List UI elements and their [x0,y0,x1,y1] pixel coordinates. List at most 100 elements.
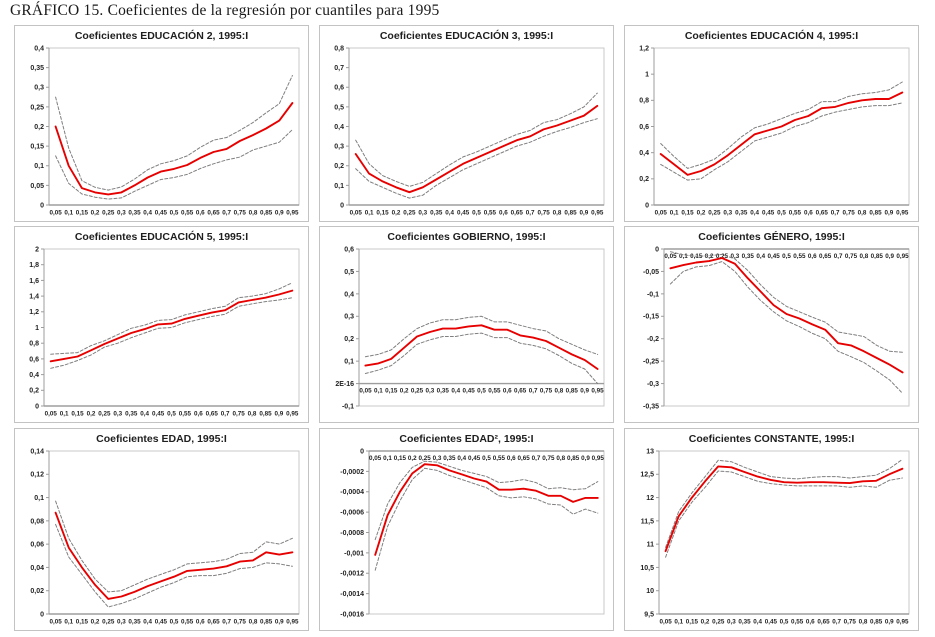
x-tick-label: 0,6 [194,411,203,418]
y-tick-label: -0,0016 [340,611,364,618]
x-tick-label: 0,5 [472,210,481,217]
chart-title: Coeficientes GÉNERO, 1995:I [698,230,845,243]
y-tick-label: 0 [645,202,649,209]
x-tick-label: 0,7 [532,455,541,462]
x-tick-label: 0,5 [170,619,179,626]
x-tick-label: 0,05 [655,210,668,217]
x-tick-label: 0,3 [426,388,435,395]
series-banda-superior [55,75,293,191]
x-tick-label: 0,35 [128,619,141,626]
x-tick-label: 0,5 [477,388,486,395]
plot-border [48,47,300,206]
x-tick-label: 0,75 [540,388,553,395]
x-tick-label: 0,85 [260,619,273,626]
x-tick-label: 0,75 [232,411,245,418]
y-tick-label: 0,4 [334,124,344,131]
x-tick-label: 0,5 [782,253,791,260]
x-tick-label: 0,55 [484,210,497,217]
x-tick-label: 0,7 [834,253,843,260]
plot-border [358,248,605,407]
y-tick-label: 0 [360,448,364,455]
y-tick-label: 0,6 [334,85,344,92]
y-tick-label: 0,2 [29,388,39,395]
x-tick-label: 0,1 [60,411,69,418]
x-tick-label: 0,3 [117,210,126,217]
y-tick-label: 0 [40,202,44,209]
x-tick-label: 0,55 [179,411,192,418]
x-tick-label: 0,85 [259,411,272,418]
x-tick-label: 0,4 [451,388,460,395]
x-tick-label: 0,35 [738,619,751,626]
x-tick-label: 0,25 [102,210,115,217]
series-coeficiente [49,289,294,363]
y-tick-label: -0,0006 [340,510,364,517]
y-tick-label: 0,05 [30,183,44,190]
x-tick-label: 0,25 [98,411,111,418]
x-tick-label: 0,65 [517,455,530,462]
x-tick-label: 0,65 [816,210,829,217]
x-tick-label: 0,2 [392,210,401,217]
chart-title: Coeficientes EDAD, 1995:I [96,433,227,445]
chart-title: Coeficientes EDUCACIÓN 3, 1995:I [380,29,553,42]
series-banda-superior [50,282,293,355]
x-tick-label: 0,45 [762,210,775,217]
y-tick-label: 10 [646,588,654,595]
x-tick-label: 0,2 [408,455,417,462]
x-tick-label: 0,75 [845,253,858,260]
x-tick-label: 0,4 [756,253,765,260]
y-tick-label: 0 [655,246,659,253]
x-tick-label: 0,15 [681,210,694,217]
x-tick-label: 0,4 [143,619,152,626]
x-tick-label: 0,9 [579,210,588,217]
x-tick-label: 0,6 [804,210,813,217]
x-tick-label: 0,3 [723,210,732,217]
x-tick-label: 0,9 [885,619,894,626]
y-tick-label: 0,3 [334,144,344,151]
plot-border [663,248,910,407]
chart-panel-edad-cuadrado: Coeficientes EDAD², 1995:I -0,0016 -0,0014… [319,428,614,631]
chart-canvas-educacion-4: Coeficientes EDUCACIÓN 4, 1995:I00,20,40… [639,29,910,217]
x-tick-label: 0,35 [742,253,755,260]
x-tick-label: 0,85 [260,210,273,217]
x-tick-label: 0,1 [374,388,383,395]
series-coeficiente [659,91,904,176]
series-banda-inferior [55,129,293,200]
series-banda-inferior [55,523,293,608]
series-banda-superior [374,460,599,541]
x-tick-label: 0,9 [581,455,590,462]
y-tick-label: -0,001 [344,550,364,557]
series-coeficiente [54,511,294,600]
x-tick-label: 0,4 [457,455,466,462]
x-tick-label: 0,7 [222,210,231,217]
x-tick-label: 0,9 [884,210,893,217]
x-tick-label: 0,05 [659,619,672,626]
y-tick-label: 1,2 [639,45,649,52]
x-tick-label: 0,8 [249,619,258,626]
x-tick-label: 0,75 [842,210,855,217]
x-tick-label: 0,15 [385,388,398,395]
x-tick-label: 0,3 [113,411,122,418]
y-tick-label: 2 [35,246,39,253]
y-tick-label: 0,2 [639,176,649,183]
x-tick-label: 0,7 [221,411,230,418]
y-tick-label: 0,08 [30,518,44,525]
x-tick-label: 0,65 [206,411,219,418]
y-tick-label: 0,1 [334,183,344,190]
x-tick-label: 0,65 [511,210,524,217]
y-tick-label: 0,5 [344,269,354,276]
x-tick-label: 0,05 [45,411,58,418]
y-tick-label: 1,8 [29,262,39,269]
x-tick-label: 0,65 [207,210,220,217]
x-tick-label: 0,9 [275,619,284,626]
x-tick-label: 0,2 [91,210,100,217]
x-tick-label: 0,8 [859,253,868,260]
x-tick-label: 0,6 [806,619,815,626]
y-tick-label: 0,2 [34,124,44,131]
y-tick-label: -0,05 [643,269,659,276]
x-tick-label: 0,75 [234,619,247,626]
x-tick-label: 0,95 [286,210,299,217]
y-tick-label: 0,3 [344,314,354,321]
x-tick-label: 0,35 [443,455,456,462]
chart-panel-gobierno: Coeficientes GOBIERNO, 1995:I -0,1 2E-16 0,… [319,226,614,423]
x-tick-label: 0,2 [705,253,714,260]
